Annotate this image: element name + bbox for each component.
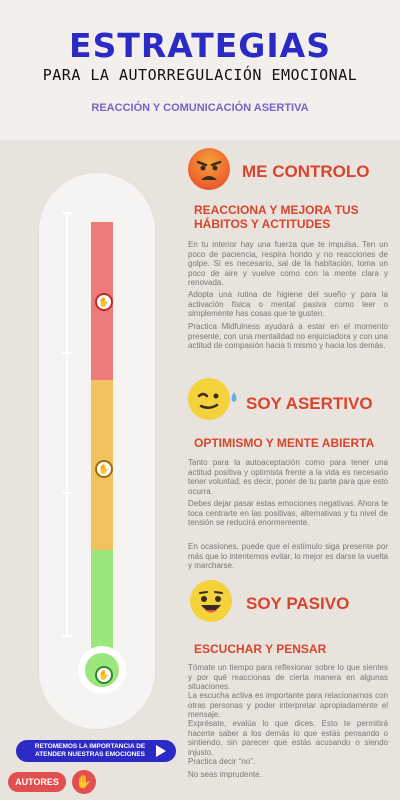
cta-label: RETOMEMOS LA IMPORTANCIA DE ATENDER NUES… xyxy=(30,743,150,759)
paragraph: Exprésate, evalúa lo que dices. Esto te … xyxy=(188,719,388,757)
page-title: ESTRATEGIAS xyxy=(69,26,331,65)
section-title-soy-asertivo: SOY ASERTIVO xyxy=(246,394,373,413)
authors-button[interactable]: AUTORES xyxy=(8,772,66,792)
cta-button[interactable]: RETOMEMOS LA IMPORTANCIA DE ATENDER NUES… xyxy=(16,740,176,762)
paragraph: En ocasiones, puede que el estímulo siga… xyxy=(188,542,388,570)
angry-face-icon xyxy=(188,148,230,190)
hand-icon: ✋ xyxy=(95,293,113,311)
paragraph: Practica decir “no”. xyxy=(188,757,256,766)
sweat-smile-face-icon xyxy=(188,378,237,420)
paragraph: En tu interior hay una fuerza que te imp… xyxy=(188,240,388,287)
hand-icon: ✋ xyxy=(95,460,113,478)
cta-label-line: ATENDER NUESTRAS EMOCIONES xyxy=(34,751,146,758)
paragraph: Tómate un tiempo para reflexionar sobre … xyxy=(188,663,388,691)
paragraph: Tanto para la autoaceptación como para t… xyxy=(188,458,388,496)
grin-face-icon xyxy=(190,580,232,622)
cta-label-line: RETOMEMOS LA IMPORTANCIA DE xyxy=(34,743,146,750)
paragraph: La escucha activa es importante para rel… xyxy=(188,691,388,719)
scale-tick xyxy=(62,635,72,637)
section-subtitle: OPTIMISMO Y MENTE ABIERTA xyxy=(194,436,375,450)
section-subtitle: REACCIONA Y MEJORA TUS HÁBITOS Y ACTITUD… xyxy=(194,203,359,231)
paragraph: Adopta una rutina de higiene del sueño y… xyxy=(188,290,388,318)
hand-icon[interactable]: ✋ xyxy=(72,770,96,794)
header-band: ESTRATEGIAS PARA LA AUTORREGULACIÓN EMOC… xyxy=(0,0,400,140)
thermometer-scale xyxy=(66,212,68,637)
page-subtitle: PARA LA AUTORREGULACIÓN EMOCIONAL xyxy=(42,66,358,84)
page-tagline: REACCIÓN Y COMUNICACIÓN ASERTIVA xyxy=(91,102,309,114)
section-subtitle: ESCUCHAR Y PENSAR xyxy=(194,642,327,656)
scale-tick xyxy=(62,352,72,354)
thermometer-level-green xyxy=(91,550,113,660)
paragraph: Debes dejar pasar estas emociones negati… xyxy=(188,499,388,527)
play-arrow-icon xyxy=(156,745,166,757)
paragraph: No seas imprudente. xyxy=(188,770,262,779)
section-subtitle-line: REACCIONA Y MEJORA TUS xyxy=(194,203,359,217)
hand-icon: ✋ xyxy=(95,666,113,684)
section-title-soy-pasivo: SOY PASIVO xyxy=(246,594,350,613)
scale-tick xyxy=(62,212,72,214)
section-subtitle-line: HÁBITOS Y ACTITUDES xyxy=(194,217,331,231)
paragraph: Practica Midfulness ayudará a estar en e… xyxy=(188,322,388,350)
section-title-me-controlo: ME CONTROLO xyxy=(242,162,370,181)
scale-tick xyxy=(62,492,72,494)
